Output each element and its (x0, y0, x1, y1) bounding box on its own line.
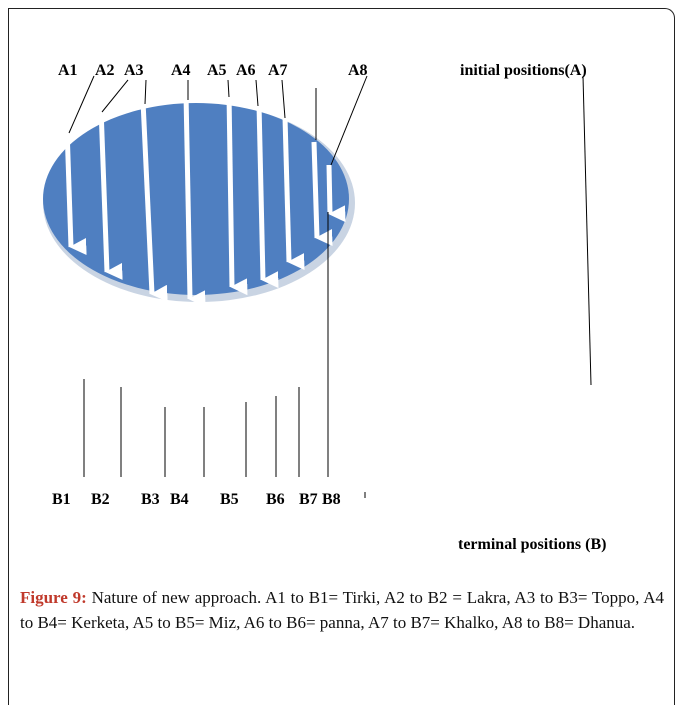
arrow-a8b (326, 164, 346, 223)
label-b3: B3 (141, 491, 160, 508)
caption-text: Nature of new approach. A1 to B1= Tirki,… (20, 588, 665, 632)
arrow-a6 (256, 103, 279, 289)
label-a7: A7 (268, 62, 288, 79)
arrow-a5 (226, 93, 248, 296)
approach-diagram: A1 A2 A3 A4 A5 A6 A7 A8 initial position… (43, 62, 606, 553)
label-b4: B4 (170, 491, 189, 508)
label-b6: B6 (266, 491, 285, 508)
terminal-positions-caption: terminal positions (B) (458, 536, 606, 553)
label-a1: A1 (58, 62, 78, 79)
label-b1: B1 (52, 491, 71, 508)
initial-positions-caption: initial positions(A) (460, 62, 587, 79)
arrow-a7 (282, 116, 305, 271)
figure-caption: Figure 9: Nature of new approach. A1 to … (20, 585, 664, 635)
figure-frame (8, 8, 675, 705)
label-a4: A4 (171, 62, 191, 79)
arrow-a2 (98, 107, 123, 280)
label-a6: A6 (236, 62, 256, 79)
arrow-a1 (64, 127, 87, 255)
ellipse (43, 103, 349, 295)
leader-lines (68, 75, 592, 477)
initial-labels: A1 A2 A3 A4 A5 A6 A7 A8 (58, 62, 368, 79)
terminal-labels: B1 B2 B3 B4 B5 B6 B7 B8 (52, 491, 341, 508)
terminal-lines (83, 379, 366, 498)
label-b7: B7 (299, 491, 318, 508)
label-b2: B2 (91, 491, 110, 508)
label-a5: A5 (207, 62, 227, 79)
arrow-a4 (183, 93, 206, 308)
arrow-a8 (311, 141, 333, 247)
label-b8: B8 (322, 491, 341, 508)
label-a3: A3 (124, 62, 144, 79)
label-b5: B5 (220, 491, 239, 508)
figure-label: Figure 9: (20, 588, 87, 607)
arrow-a3 (140, 100, 168, 302)
movement-arrows (64, 93, 346, 308)
label-a8: A8 (348, 62, 368, 79)
label-a2: A2 (95, 62, 115, 79)
